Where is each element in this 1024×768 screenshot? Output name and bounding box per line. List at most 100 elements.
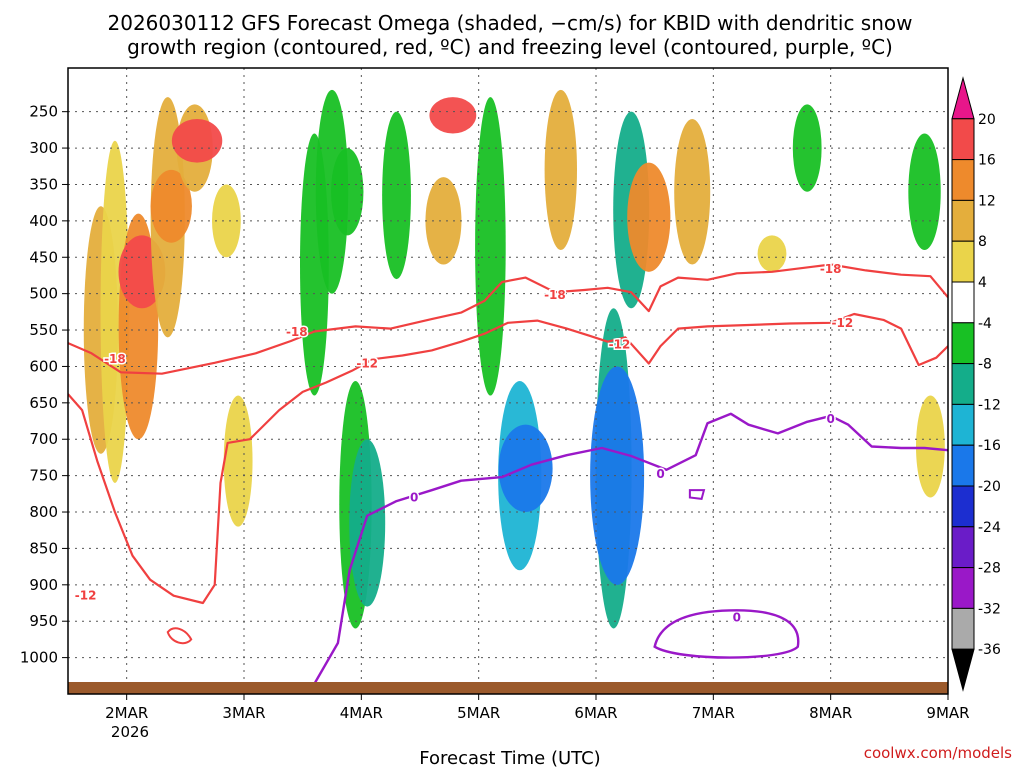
omega-cell	[150, 169, 192, 243]
x-tick-label: 5MAR	[457, 704, 500, 722]
colorbar-label: 4	[978, 275, 987, 291]
omega-cell	[331, 148, 364, 236]
x-tick-label: 2MAR	[105, 704, 148, 722]
contour-label: -12	[356, 357, 378, 371]
omega-cell	[100, 140, 130, 483]
contour-loop	[166, 627, 193, 645]
colorbar-swatch	[951, 322, 975, 365]
y-tick-label: 450	[29, 248, 58, 266]
contour-loop	[653, 609, 800, 659]
y-tick-label: 650	[29, 394, 58, 412]
contour-label: -18	[104, 352, 126, 366]
colorbar-swatch	[951, 485, 975, 528]
y-axis: 250 300 350 400 450 500 550 600 650 700 750 800 850 9…	[20, 103, 68, 667]
omega-cell	[349, 439, 386, 607]
chart-title-line2: growth region (contoured, red, ºC) and f…	[127, 35, 893, 59]
omega-cell	[627, 162, 671, 272]
omega-cell	[916, 395, 945, 498]
omega-cell	[908, 133, 941, 250]
omega-cell	[382, 111, 411, 280]
colorbar-label: -20	[978, 479, 1001, 495]
x-tick-label: 9MAR	[926, 704, 969, 722]
contour-line	[68, 263, 948, 375]
omega-cell	[590, 366, 645, 585]
contour-label: -18	[544, 288, 566, 302]
y-tick-label: 350	[29, 175, 58, 193]
omega-cell	[429, 97, 477, 134]
y-tick-label: 750	[29, 467, 58, 485]
colorbar-label: -28	[978, 561, 1001, 577]
contour-label: 0	[826, 412, 834, 426]
colorbar-label: -4	[978, 316, 992, 332]
x-tick-label: 6MAR	[574, 704, 617, 722]
colorbar-swatch	[951, 648, 975, 692]
contour-label: 0	[733, 611, 741, 625]
x-tick-label: 8MAR	[809, 704, 852, 722]
y-tick-label: 600	[29, 357, 58, 375]
colorbar-swatch	[951, 567, 975, 609]
contour-label: -12	[75, 589, 97, 603]
x-year-label: 2026	[111, 723, 149, 741]
y-tick-label: 950	[29, 612, 58, 630]
plot-frame	[67, 67, 949, 695]
y-tick-label: 300	[29, 139, 58, 157]
omega-cell	[425, 177, 462, 265]
colorbar-label: 20	[978, 112, 996, 128]
contours: -18 -18 -18 -18 -12 -12 -12 -12 0 0 0 0	[68, 260, 948, 694]
omega-cell	[212, 184, 241, 258]
contour-label: -12	[832, 316, 854, 330]
colorbar-swatch	[951, 159, 975, 201]
colorbar-swatch	[951, 240, 975, 283]
contour-label: -18	[820, 262, 842, 276]
contour-line	[68, 312, 948, 605]
colorbar-label: -36	[978, 642, 1001, 658]
colorbar-label: 8	[978, 234, 987, 250]
omega-cell	[171, 118, 223, 163]
credit-text: coolwx.com/models	[864, 744, 1012, 762]
y-tick-label: 900	[29, 576, 58, 594]
omega-shading	[83, 89, 945, 629]
colorbar-label: -8	[978, 357, 992, 373]
contour-line	[307, 412, 948, 694]
contour-label: 0	[656, 467, 664, 481]
chart-title-line1: 2026030112 GFS Forecast Omega (shaded, −…	[108, 11, 913, 35]
x-axis-title: Forecast Time (UTC)	[419, 748, 600, 768]
omega-cell	[475, 97, 506, 396]
y-tick-label: 700	[29, 430, 58, 448]
y-tick-label: 850	[29, 539, 58, 557]
colorbar-swatch	[951, 118, 975, 161]
contour-label: 0	[410, 490, 418, 504]
contour-loop	[688, 489, 706, 501]
omega-cell	[674, 118, 711, 265]
colorbar-swatch	[951, 76, 975, 120]
colorbar-label: -32	[978, 601, 1001, 617]
colorbar-swatch	[951, 526, 975, 569]
colorbar: 20 16 12 8 4 -4 -8 -12 -16 -20 -24 -28 -32 -36	[951, 76, 1001, 692]
colorbar-swatch	[951, 281, 975, 324]
y-tick-label: 1000	[20, 649, 58, 667]
colorbar-label: 12	[978, 193, 996, 209]
colorbar-swatch	[951, 607, 975, 650]
y-tick-label: 400	[29, 212, 58, 230]
x-axis: 2MAR 3MAR 4MAR 5MAR 6MAR 7MAR 8MAR 9MAR	[105, 694, 970, 722]
omega-cell	[544, 89, 577, 250]
colorbar-label: -24	[978, 520, 1001, 536]
contour-label: -18	[286, 325, 308, 339]
omega-cell	[792, 104, 822, 192]
plot-area: -18 -18 -18 -18 -12 -12 -12 -12 0 0 0 0	[68, 68, 948, 694]
y-tick-label: 250	[29, 103, 58, 121]
x-tick-label: 4MAR	[340, 704, 383, 722]
y-tick-label: 500	[29, 285, 58, 303]
omega-cell	[757, 235, 787, 272]
omega-cell	[223, 395, 253, 527]
contour-label: -12	[609, 338, 631, 352]
terrain-band	[68, 682, 948, 694]
colorbar-swatch	[951, 403, 975, 446]
x-tick-label: 7MAR	[692, 704, 735, 722]
y-tick-label: 800	[29, 503, 58, 521]
x-tick-label: 3MAR	[222, 704, 265, 722]
colorbar-swatch	[951, 363, 975, 405]
colorbar-label: -16	[978, 438, 1001, 454]
y-tick-label: 550	[29, 321, 58, 339]
